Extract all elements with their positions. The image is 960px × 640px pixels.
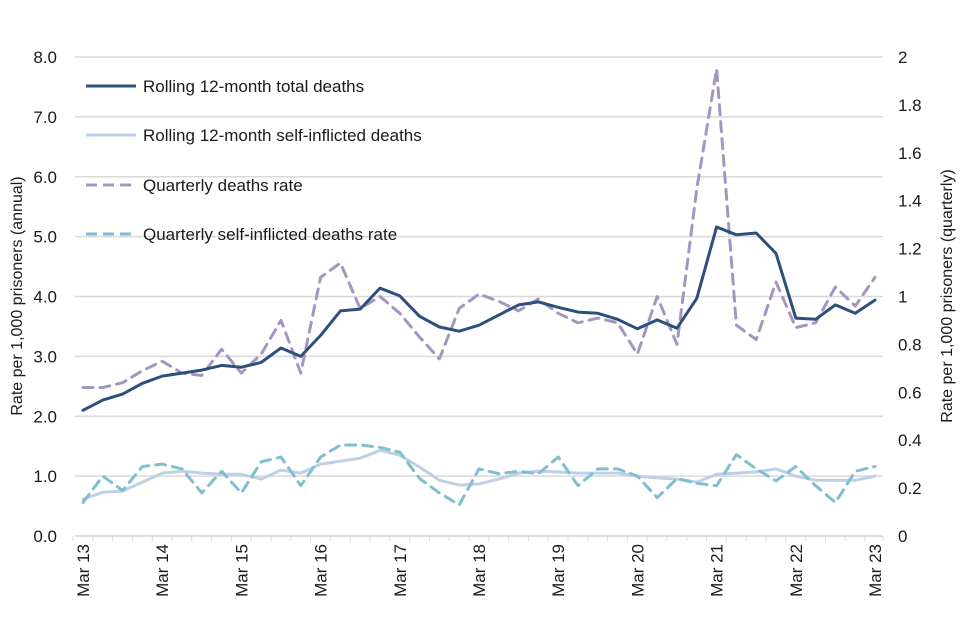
y2-tick-label: 0 bbox=[898, 527, 907, 546]
legend-label: Quarterly deaths rate bbox=[143, 176, 303, 195]
series-line-3 bbox=[81, 67, 877, 389]
y-axis-left-title: Rate per 1,000 prisoners (annual) bbox=[9, 176, 26, 415]
x-tick-label: Mar 23 bbox=[866, 544, 885, 597]
y-tick-label: 5.0 bbox=[33, 228, 57, 247]
legend: Rolling 12-month total deaths Rolling 12-… bbox=[86, 77, 422, 244]
x-tick-label: Mar 16 bbox=[312, 544, 331, 597]
y-tick-label: 8.0 bbox=[33, 48, 57, 67]
y-tick-label: 0.0 bbox=[33, 527, 57, 546]
legend-label: Quarterly self-inflicted deaths rate bbox=[143, 225, 397, 244]
series-line-4 bbox=[81, 443, 877, 507]
y2-tick-label: 1.6 bbox=[898, 144, 922, 163]
x-tick-label: Mar 17 bbox=[391, 544, 410, 597]
x-axis: Mar 13 Mar 14 Mar 15 Mar 16 Mar 17 Mar 18 Mar … bbox=[72, 535, 885, 597]
y2-tick-label: 2 bbox=[898, 48, 907, 67]
y-tick-label: 1.0 bbox=[33, 467, 57, 486]
y-axis-right-title: Rate per 1,000 prisoners (quarterly) bbox=[939, 169, 956, 422]
legend-label: Rolling 12-month self-inflicted deaths bbox=[143, 126, 422, 145]
x-tick-label: Mar 22 bbox=[787, 544, 806, 597]
series-line-1 bbox=[81, 225, 877, 412]
y2-tick-label: 1.4 bbox=[898, 192, 922, 211]
y-axis-left-ticks: 0.0 1.0 2.0 3.0 4.0 5.0 6.0 7.0 8.0 bbox=[33, 48, 57, 546]
y-tick-label: 3.0 bbox=[33, 347, 57, 366]
y-tick-label: 7.0 bbox=[33, 108, 57, 127]
y2-tick-label: 0.4 bbox=[898, 431, 922, 450]
x-tick-label: Mar 20 bbox=[628, 544, 647, 597]
y2-tick-label: 1.8 bbox=[898, 96, 922, 115]
y2-tick-label: 1.2 bbox=[898, 240, 922, 259]
y2-tick-label: 0.8 bbox=[898, 335, 922, 354]
gridlines bbox=[75, 56, 883, 537]
x-tick-label: Mar 21 bbox=[708, 544, 727, 597]
y2-tick-label: 1 bbox=[898, 288, 907, 307]
y-tick-label: 6.0 bbox=[33, 168, 57, 187]
legend-label: Rolling 12-month total deaths bbox=[143, 77, 364, 96]
y2-tick-label: 0.2 bbox=[898, 479, 922, 498]
y-tick-label: 2.0 bbox=[33, 407, 57, 426]
series-lines bbox=[81, 67, 877, 507]
x-tick-label: Mar 14 bbox=[153, 544, 172, 597]
y-axis-right-ticks: 0 0.2 0.4 0.6 0.8 1 1.2 1.4 1.6 1.8 2 bbox=[898, 48, 922, 546]
y2-tick-label: 0.6 bbox=[898, 383, 922, 402]
x-tick-label: Mar 19 bbox=[549, 544, 568, 597]
x-tick-label: Mar 18 bbox=[470, 544, 489, 597]
x-tick-label: Mar 13 bbox=[74, 544, 93, 597]
x-tick-label: Mar 15 bbox=[232, 544, 251, 597]
y-tick-label: 4.0 bbox=[33, 288, 57, 307]
series-line-2 bbox=[81, 448, 877, 501]
